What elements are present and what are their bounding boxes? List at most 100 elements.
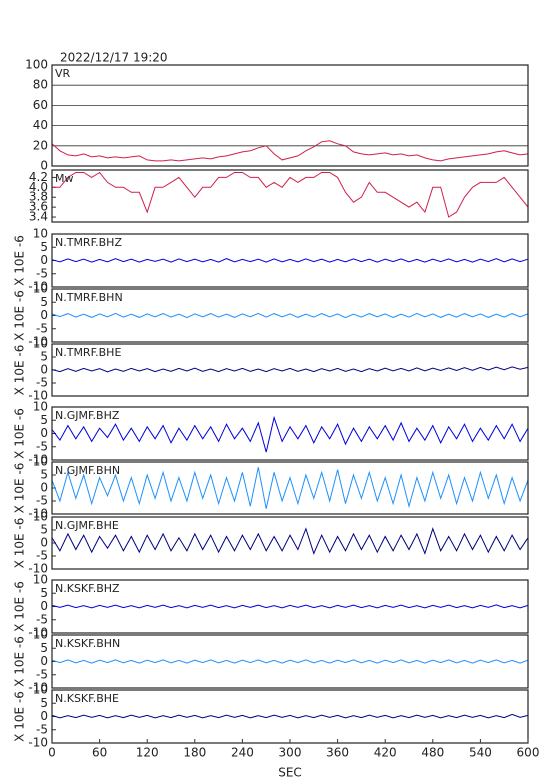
y-tick-label: 0: [40, 599, 48, 613]
y-tick-label: 10: [33, 573, 48, 587]
y-tick-label: 5: [40, 641, 48, 655]
y-tick-label: 0: [40, 654, 48, 668]
y-tick-label: 0: [40, 709, 48, 723]
y-tick-label: 0: [40, 536, 48, 550]
trace: [51, 659, 529, 664]
trace: [52, 171, 529, 218]
y-axis-label: X 10E -6: [13, 518, 27, 569]
y-tick-label: -5: [36, 549, 48, 563]
x-tick-label: 600: [517, 746, 540, 760]
y-tick-label: 5: [40, 523, 48, 537]
panel-title: VR: [55, 67, 71, 80]
y-axis-label: X 10E -6: [13, 636, 27, 687]
x-axis-label: SEC: [278, 766, 302, 780]
panel-frame: [51, 233, 529, 288]
x-tick-label: 360: [326, 746, 349, 760]
y-tick-label: 10: [33, 455, 48, 469]
chart-title: 2022/12/17 19:20: [60, 51, 168, 65]
y-tick-label: -10: [28, 681, 48, 695]
y-tick-label: 0: [40, 159, 48, 173]
y-tick-label: -5: [36, 321, 48, 335]
y-axis-label: X 10E -6: [13, 235, 27, 286]
y-tick-label: 3.6: [29, 200, 48, 214]
y-tick-label: -5: [36, 376, 48, 390]
y-tick-label: 20: [33, 138, 48, 152]
trace: [51, 415, 529, 453]
y-tick-label: 100: [25, 58, 48, 72]
y-tick-label: 40: [33, 118, 48, 132]
panel-title: N.KSKF.BHE: [55, 692, 119, 705]
y-tick-label: -5: [36, 667, 48, 681]
panel-frame: [51, 64, 529, 167]
y-tick-label: -10: [28, 736, 48, 750]
y-tick-label: 10: [33, 400, 48, 414]
x-tick-label: 480: [421, 746, 444, 760]
y-tick-label: 3.8: [29, 190, 48, 204]
y-tick-label: 10: [33, 683, 48, 697]
y-tick-label: -5: [36, 439, 48, 453]
y-tick-label: 5: [40, 240, 48, 254]
panel-title: N.TMRF.BHE: [55, 346, 121, 359]
panel-title: N.KSKF.BHZ: [55, 582, 120, 595]
y-tick-label: 4.2: [29, 170, 48, 184]
x-tick-label: 0: [48, 746, 56, 760]
trace: [51, 467, 529, 509]
y-axis-label: X 10E -6: [13, 290, 27, 341]
y-tick-label: -10: [28, 280, 48, 294]
y-tick-label: 3.4: [29, 210, 48, 224]
panel-frame: [51, 406, 529, 461]
x-tick-label: 540: [469, 746, 492, 760]
y-tick-label: -5: [36, 612, 48, 626]
panel-title: N.TMRF.BHZ: [55, 236, 122, 249]
y-tick-label: 5: [40, 350, 48, 364]
trace: [51, 312, 529, 319]
y-tick-label: 10: [33, 628, 48, 642]
panel-frame: [51, 343, 529, 397]
y-tick-label: 5: [40, 413, 48, 427]
y-tick-label: 0: [40, 253, 48, 267]
y-tick-label: 10: [33, 282, 48, 296]
y-tick-label: 4.0: [29, 180, 48, 194]
y-axis-label: X 10E -6: [13, 345, 27, 396]
y-tick-label: -10: [28, 389, 48, 403]
y-tick-label: 10: [33, 510, 48, 524]
panel-frame: [51, 516, 529, 570]
trace: [51, 527, 529, 555]
panel-title: N.GJMF.BHE: [55, 519, 119, 532]
x-tick-label: 240: [231, 746, 254, 760]
x-tick-label: 420: [374, 746, 397, 760]
panel-title: N.GJMF.BHZ: [55, 409, 120, 422]
y-tick-label: 60: [33, 98, 48, 112]
y-tick-label: 10: [33, 227, 48, 241]
x-tick-label: 60: [92, 746, 107, 760]
panel-frame: [51, 579, 529, 634]
x-tick-label: 300: [279, 746, 302, 760]
panel-frame: [51, 689, 529, 744]
panel-title: Mw: [55, 172, 74, 185]
y-tick-label: -5: [36, 722, 48, 736]
x-tick-label: 120: [136, 746, 159, 760]
panel-frame: [51, 288, 529, 343]
panel-frame: [51, 169, 529, 223]
trace: [51, 604, 529, 609]
y-tick-label: 5: [40, 586, 48, 600]
y-tick-label: 0: [40, 426, 48, 440]
y-tick-label: -10: [28, 562, 48, 576]
trace: [51, 713, 529, 719]
y-tick-label: -10: [28, 335, 48, 349]
panel-title: N.TMRF.BHN: [55, 291, 123, 304]
y-axis-label: X 10E -6: [13, 463, 27, 514]
trace: [51, 366, 529, 373]
panel-title: N.GJMF.BHN: [55, 464, 120, 477]
y-tick-label: -5: [36, 266, 48, 280]
y-axis-label: X 10E -6: [13, 691, 27, 742]
panel-frame: [51, 461, 529, 515]
y-tick-label: -10: [28, 626, 48, 640]
y-tick-label: 10: [33, 337, 48, 351]
y-tick-label: 5: [40, 468, 48, 482]
panel-title: N.KSKF.BHN: [55, 637, 120, 650]
trace: [51, 258, 529, 263]
x-tick-label: 180: [183, 746, 206, 760]
